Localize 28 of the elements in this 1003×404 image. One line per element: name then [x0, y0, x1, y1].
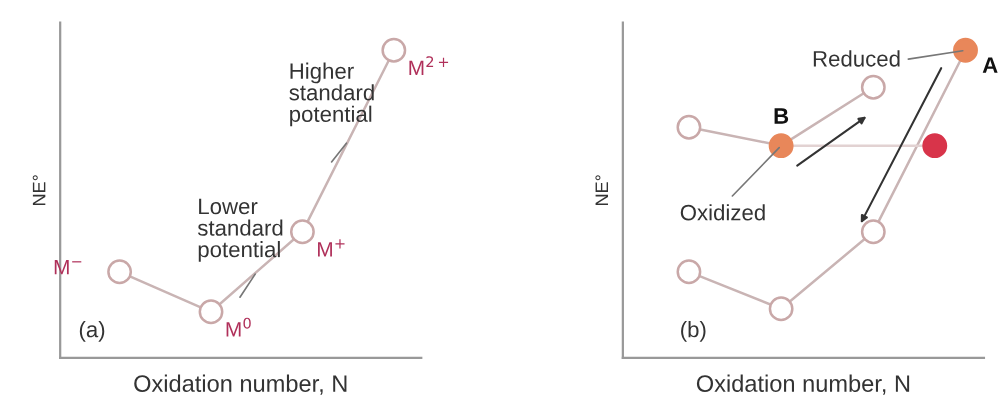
point — [768, 133, 794, 159]
point — [768, 296, 794, 322]
x-axis-title: Oxidation number, N — [134, 374, 347, 395]
point — [860, 74, 886, 100]
point — [198, 299, 224, 325]
annotation: Oxidized — [680, 204, 765, 221]
text: (a) — [79, 321, 105, 342]
point — [922, 133, 948, 159]
text: A — [982, 57, 998, 73]
x-axis-title: Oxidation number, N — [696, 374, 910, 395]
y-axis-title: NE° — [595, 175, 609, 205]
point — [676, 114, 702, 140]
annotation: M$^{0}$ — [226, 317, 251, 337]
annotation: B — [774, 108, 789, 124]
point — [107, 259, 133, 285]
annotation: M$^{+}$ — [318, 239, 345, 257]
point — [953, 37, 978, 63]
point — [860, 219, 886, 245]
text: M$^{−}$ — [54, 260, 82, 275]
text: M$^{2+}$ — [409, 56, 449, 75]
y-axis-title: NE° — [32, 175, 46, 205]
point — [381, 37, 407, 63]
annotation: Higher standard potential — [289, 62, 374, 127]
annotation: (b) — [681, 321, 706, 342]
annotation: Reduced — [813, 50, 900, 67]
point — [676, 259, 702, 285]
annotation: Lower standard potential — [197, 198, 283, 262]
point — [289, 219, 315, 245]
